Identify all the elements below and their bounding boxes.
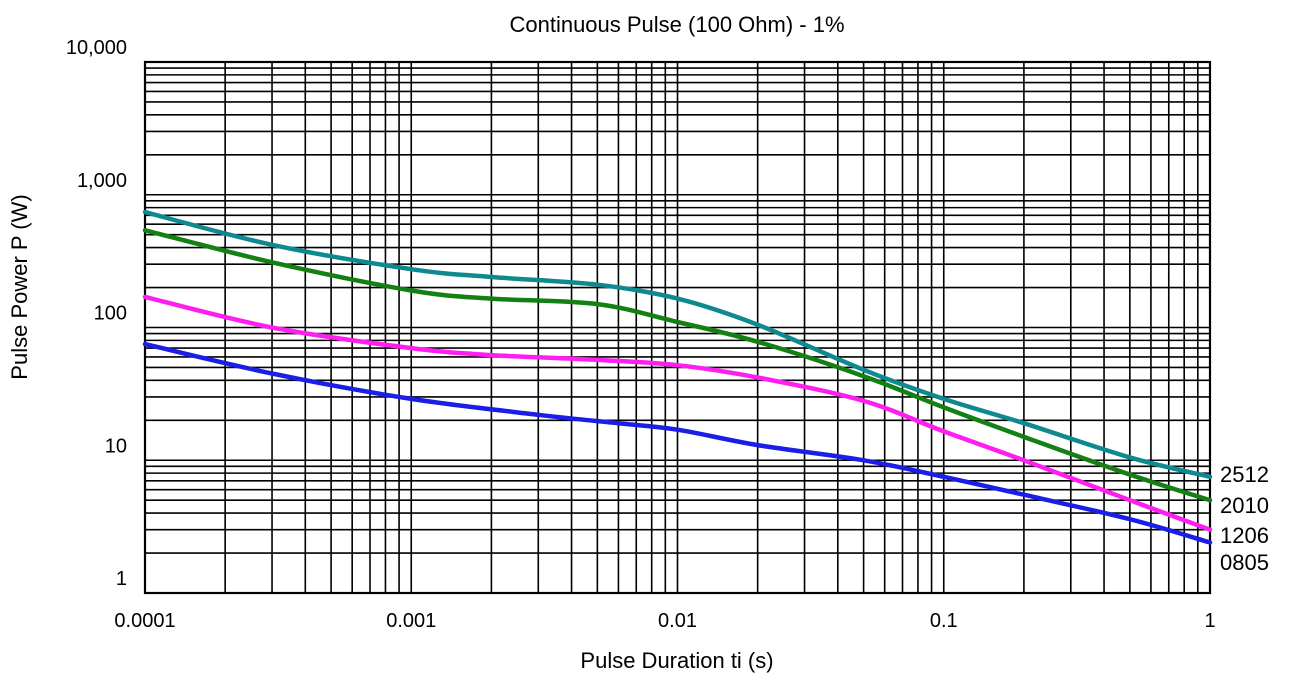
- chart-title: Continuous Pulse (100 Ohm) - 1%: [509, 12, 844, 37]
- y-axis-ticks: 1 10 100 1,000 10,000: [66, 37, 127, 590]
- y-tick-label: 10: [105, 435, 127, 457]
- series-label-2010: 2010: [1220, 493, 1269, 518]
- plot-grid: [143, 60, 1212, 595]
- x-tick-label: 0.0001: [114, 610, 175, 632]
- series-line-2512: [142, 209, 1213, 480]
- series-label-1206: 1206: [1220, 523, 1269, 548]
- series-line-1206: [142, 294, 1213, 532]
- x-tick-label: 1: [1204, 610, 1215, 632]
- y-tick-label: 10,000: [66, 37, 127, 59]
- series-label-0805: 0805: [1220, 550, 1269, 575]
- series-lines: [142, 209, 1213, 545]
- series-line-0805: [142, 341, 1213, 545]
- series-line-2010: [142, 228, 1213, 503]
- x-axis-label: Pulse Duration ti (s): [580, 648, 773, 673]
- y-axis-label: Pulse Power P (W): [7, 194, 32, 379]
- x-tick-label: 0.001: [386, 610, 436, 632]
- y-tick-label: 1,000: [77, 170, 127, 192]
- series-label-2512: 2512: [1220, 462, 1269, 487]
- plot-frame: [143, 60, 1212, 595]
- x-axis-ticks: 0.0001 0.001 0.01 0.1 1: [114, 610, 1215, 632]
- x-tick-label: 0.1: [930, 610, 958, 632]
- y-tick-label: 1: [116, 568, 127, 590]
- x-tick-label: 0.01: [658, 610, 697, 632]
- y-tick-label: 100: [94, 303, 127, 325]
